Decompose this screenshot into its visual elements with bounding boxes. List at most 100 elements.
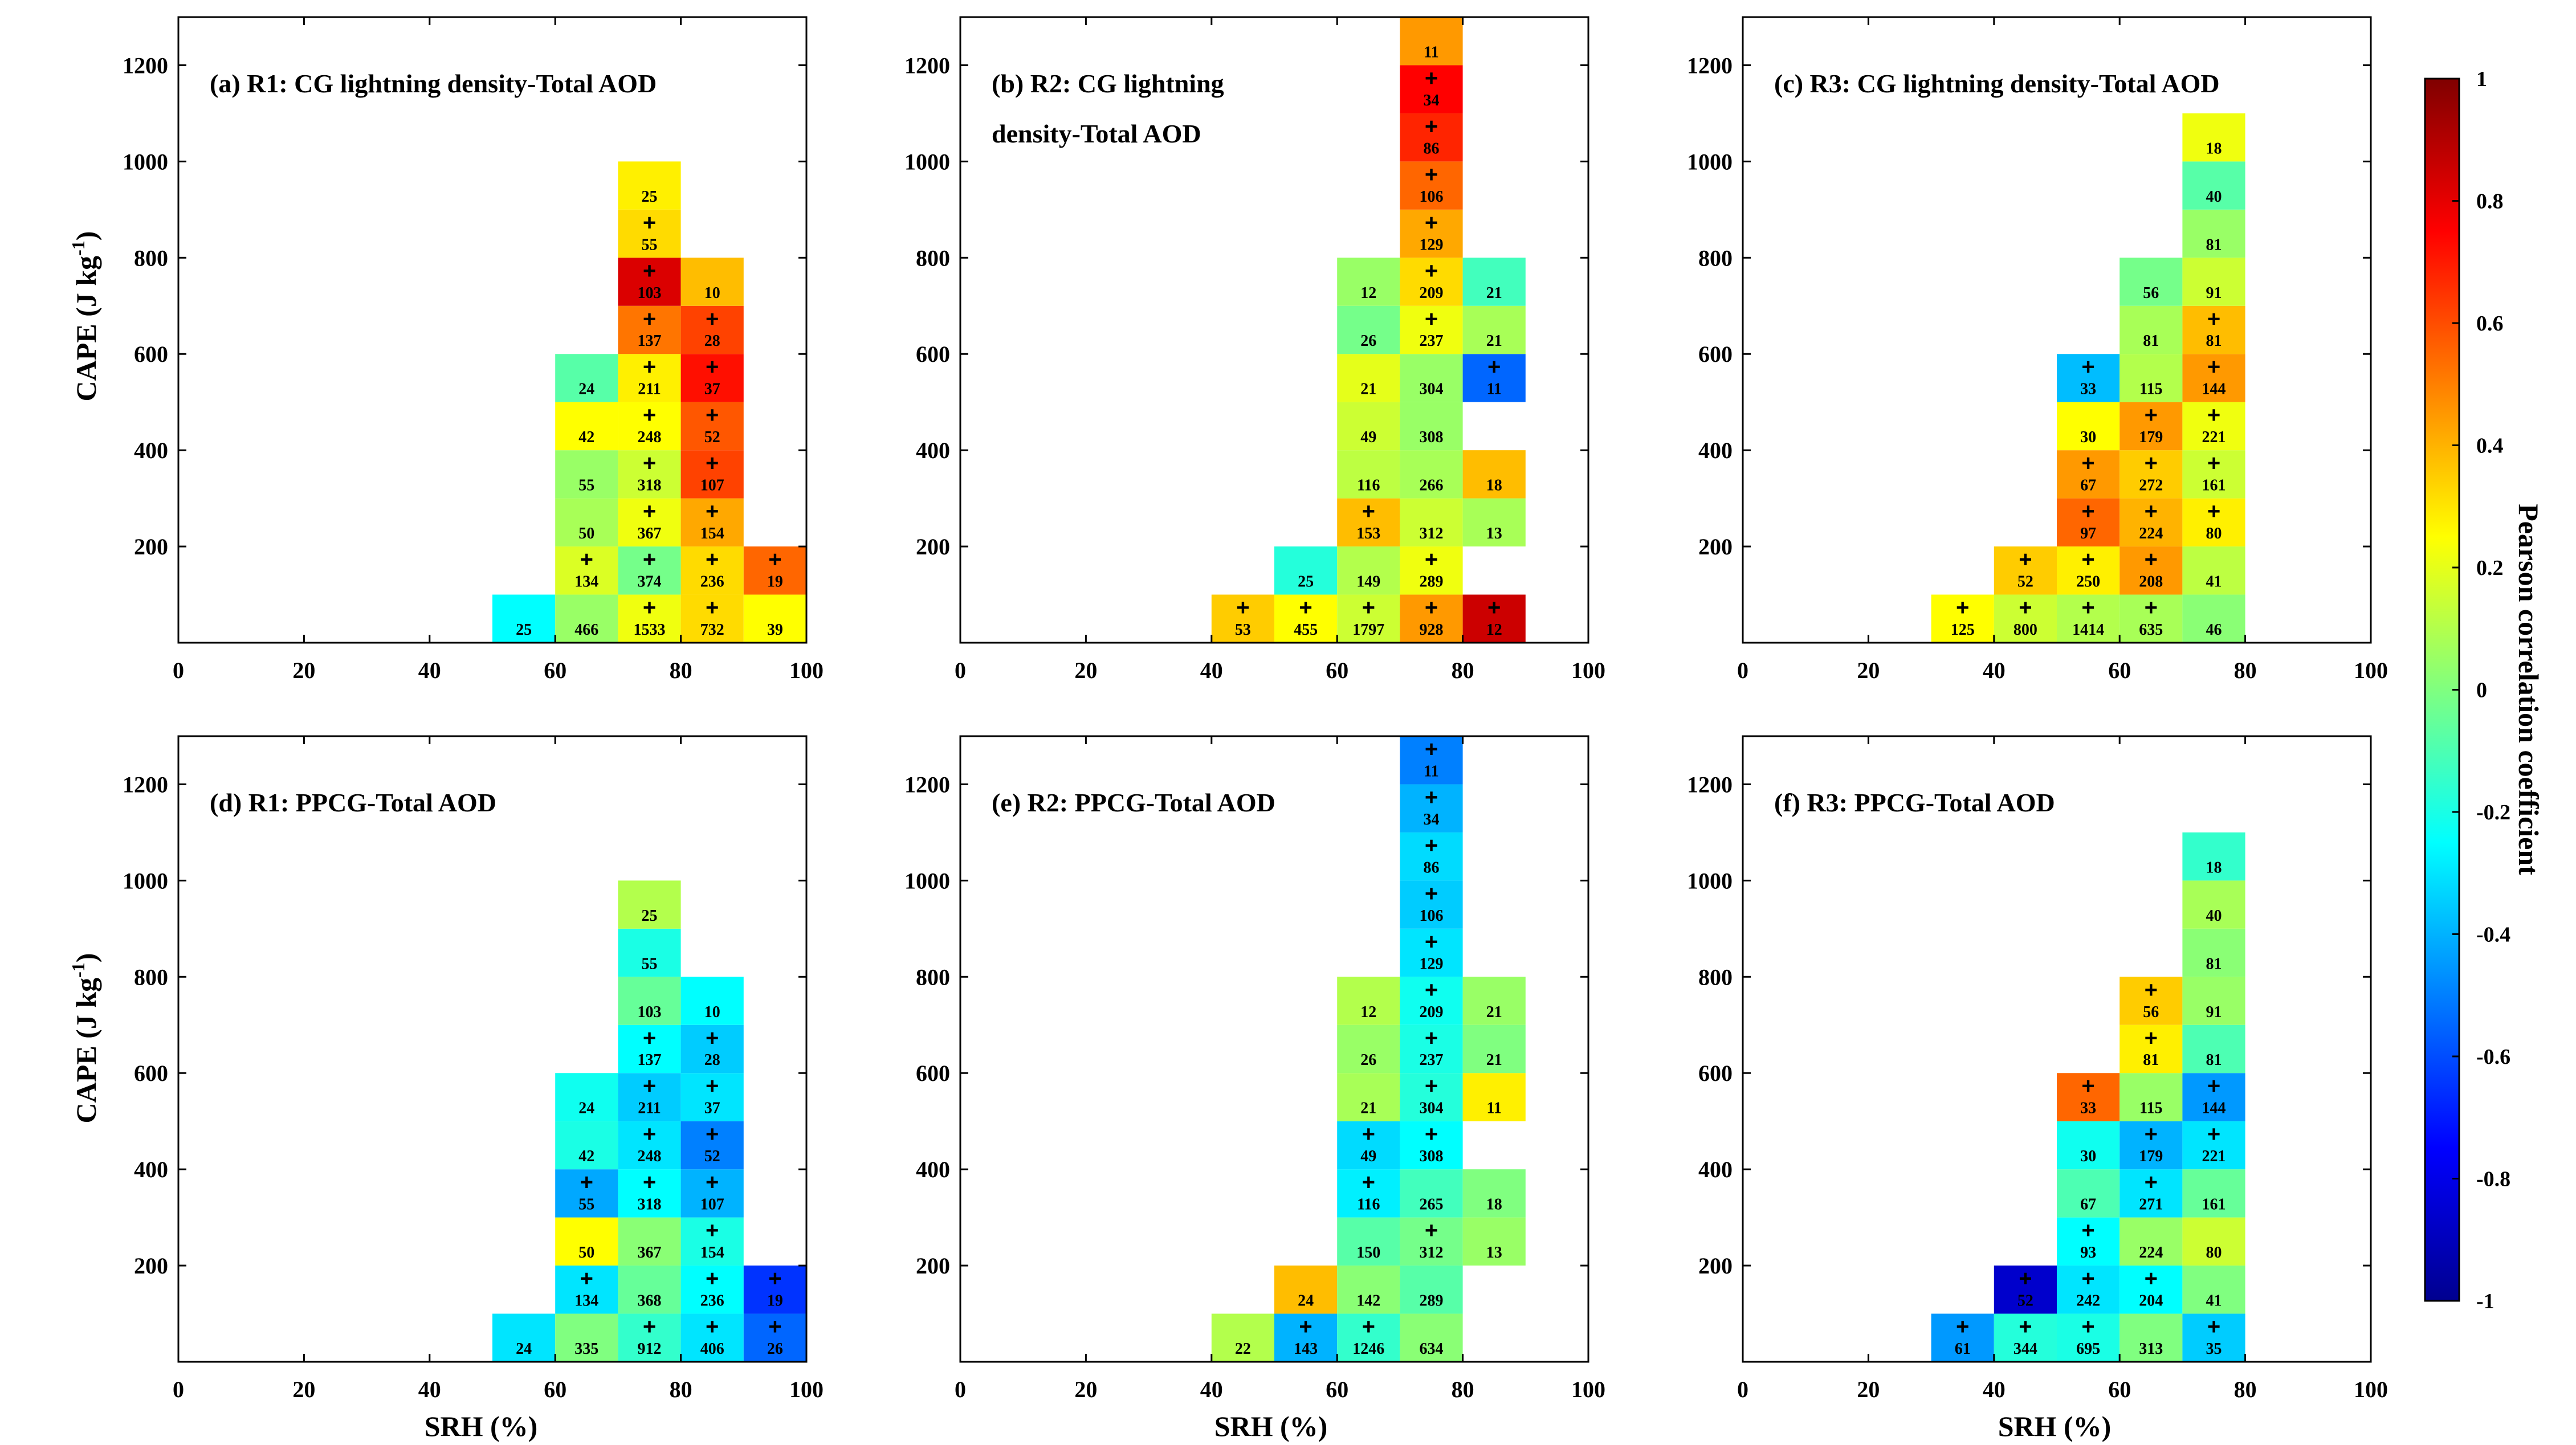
cell-count-c-2: 1414: [2072, 621, 2104, 639]
significance-mark-e-26: +: [1425, 833, 1438, 858]
cell-count-a-8: 19: [767, 573, 783, 591]
cell-d-8: [743, 1266, 806, 1314]
cell-e-5: [1337, 1266, 1400, 1314]
cell-count-b-28: 34: [1424, 92, 1440, 109]
x-axis-label-left: SRH (%): [425, 1410, 538, 1442]
cell-e-9: [1462, 1217, 1526, 1266]
cell-count-a-6: 374: [638, 573, 662, 591]
x-tick-label-e-60: 60: [1326, 1377, 1348, 1402]
cell-f-19: [2120, 1073, 2183, 1121]
y-tick-label-b-400: 400: [916, 438, 950, 463]
cell-f-7: [2120, 1266, 2183, 1314]
x-tick-label-d-100: 100: [789, 1377, 824, 1402]
cell-e-11: [1400, 1169, 1463, 1218]
cell-c-15: [2057, 402, 2120, 451]
cell-count-e-2: 1246: [1352, 1340, 1384, 1358]
cell-count-a-13: 318: [638, 477, 662, 495]
significance-mark-d-20: +: [706, 1073, 719, 1099]
x-tick-label-f-80: 80: [2234, 1377, 2257, 1402]
y-tick-label-c-400: 400: [1698, 438, 1733, 463]
cell-c-8: [2182, 546, 2245, 595]
cell-f-2: [2057, 1313, 2120, 1362]
cell-count-d-19: 211: [638, 1100, 661, 1117]
significance-mark-f-0: +: [1956, 1315, 1969, 1340]
cell-f-15: [2057, 1121, 2120, 1170]
cell-count-f-2: 695: [2076, 1340, 2100, 1358]
cell-c-21: [2120, 305, 2183, 354]
cell-d-1: [555, 1313, 618, 1362]
cell-f-11: [2182, 1217, 2245, 1266]
cell-count-b-20: 237: [1420, 332, 1444, 350]
cell-e-14: [1400, 1121, 1463, 1170]
cell-c-23: [2120, 258, 2183, 306]
panel-c: 125+800+1414+635+4652+250+208+4197+224+8…: [1687, 16, 2388, 683]
x-tick-label-e-100: 100: [1571, 1377, 1605, 1402]
cell-count-d-9: 50: [578, 1244, 594, 1262]
cell-count-f-0: 61: [1955, 1340, 1971, 1358]
cell-c-2: [2057, 594, 2120, 643]
cell-a-16: [618, 402, 681, 451]
cell-a-24: [680, 258, 744, 306]
cell-b-8: [1337, 498, 1400, 547]
cell-d-14: [680, 1169, 744, 1218]
cell-count-c-18: 33: [2080, 381, 2096, 398]
cell-count-b-2: 1797: [1352, 621, 1384, 639]
plot-frame-d: [177, 735, 808, 1363]
y-tick-label-c-600: 600: [1698, 341, 1733, 367]
cell-count-d-21: 137: [638, 1051, 662, 1069]
cell-count-e-8: 312: [1420, 1244, 1444, 1262]
y-tick-label-e-1200: 1200: [904, 772, 950, 797]
cell-count-c-0: 125: [1951, 621, 1975, 639]
cell-count-a-11: 154: [700, 525, 724, 542]
cell-b-21: [1462, 305, 1526, 354]
panel-title-e-0: (e) R2: PPCG-Total AOD: [992, 788, 1275, 817]
cell-b-5: [1274, 546, 1338, 595]
cell-e-17: [1462, 1073, 1526, 1121]
cell-c-0: [1931, 594, 1994, 643]
cell-a-21: [618, 305, 681, 354]
cell-a-0: [492, 594, 556, 643]
y-tick-label-a-1200: 1200: [123, 52, 168, 78]
cell-f-9: [2057, 1217, 2120, 1266]
cell-count-c-14: 161: [2202, 477, 2226, 495]
significance-mark-c-22: +: [2207, 307, 2220, 332]
x-tick-label-c-60: 60: [2108, 658, 2131, 683]
cell-c-9: [2057, 498, 2120, 547]
cell-count-f-25: 81: [2206, 955, 2222, 973]
y-tick-label-f-800: 800: [1698, 964, 1733, 990]
cell-f-5: [1994, 1266, 2057, 1314]
panel-title-d-0: (d) R1: PPCG-Total AOD: [210, 788, 496, 817]
cell-d-15: [555, 1121, 618, 1170]
cell-count-a-15: 42: [578, 428, 594, 446]
cell-count-a-25: 55: [642, 236, 658, 254]
significance-mark-a-17: +: [706, 403, 719, 428]
cell-count-e-7: 150: [1356, 1244, 1380, 1262]
cell-count-e-9: 13: [1486, 1244, 1502, 1262]
x-tick-label-e-0: 0: [955, 1377, 966, 1402]
cell-count-c-27: 18: [2206, 140, 2222, 157]
cell-c-26: [2182, 161, 2245, 210]
cell-count-a-3: 732: [700, 621, 724, 639]
cell-d-5: [555, 1266, 618, 1314]
cell-count-a-19: 211: [638, 381, 661, 398]
cell-count-c-7: 208: [2139, 573, 2163, 591]
cell-a-17: [680, 402, 744, 451]
cell-count-d-22: 28: [704, 1051, 720, 1069]
cell-count-f-6: 242: [2076, 1292, 2100, 1310]
cell-c-19: [2120, 354, 2183, 402]
cell-d-17: [680, 1121, 744, 1170]
cell-b-7: [1400, 546, 1463, 595]
significance-mark-a-19: +: [643, 354, 656, 379]
cell-count-c-22: 81: [2206, 332, 2222, 350]
cell-count-f-17: 221: [2202, 1148, 2226, 1165]
cell-count-a-17: 52: [704, 428, 720, 446]
significance-mark-b-3: +: [1425, 595, 1438, 621]
cell-count-f-14: 161: [2202, 1196, 2226, 1214]
cell-count-f-12: 67: [2080, 1196, 2096, 1214]
cell-count-d-17: 52: [704, 1148, 720, 1165]
significance-mark-f-13: +: [2145, 1170, 2158, 1195]
cell-b-4: [1462, 594, 1526, 643]
cell-e-25: [1400, 880, 1463, 929]
cell-e-15: [1337, 1073, 1400, 1121]
